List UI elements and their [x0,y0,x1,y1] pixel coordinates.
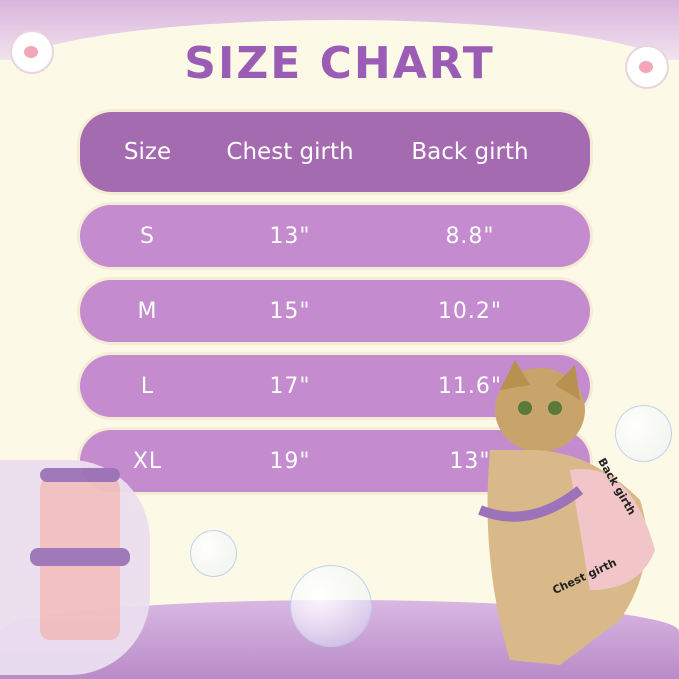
bubble-decor [290,565,372,647]
page-title: SIZE CHART [184,38,495,89]
cell-size: L [140,373,155,399]
top-curve [0,20,679,110]
ruffle-top [40,468,120,482]
header-chest-girth: Chest girth [226,139,354,165]
cell-back: 11.6" [437,373,503,399]
cell-chest: 13" [269,223,311,249]
header-size: Size [123,139,172,165]
ruffle-waist [30,548,130,566]
header-back-girth: Back girth [411,139,529,165]
table-row: M 15" 10.2" [80,280,590,342]
cell-size: XL [132,448,163,474]
bubble-decor [190,530,237,577]
cell-chest: 19" [269,448,311,474]
cat-paw-right-icon [625,45,669,89]
cell-back: 13" [449,448,491,474]
cell-back: 8.8" [445,223,495,249]
bubble-decor [615,405,672,462]
table-header-row: Size Chest girth Back girth [80,112,590,192]
cell-chest: 15" [269,298,311,324]
table-row: S 13" 8.8" [80,205,590,267]
cell-chest: 17" [269,373,311,399]
cell-back: 10.2" [437,298,503,324]
cell-size: S [140,223,155,249]
cat-paw-left-icon [10,30,54,74]
garment-photo [0,460,150,675]
cell-size: M [137,298,158,324]
cat-photo [478,360,655,665]
